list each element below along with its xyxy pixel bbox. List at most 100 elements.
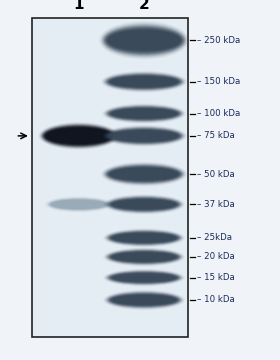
Text: 1: 1 [74,0,84,12]
Ellipse shape [111,273,177,282]
Ellipse shape [43,126,115,146]
Ellipse shape [107,292,181,308]
Ellipse shape [117,80,171,84]
Ellipse shape [112,295,176,305]
Ellipse shape [109,251,179,263]
Ellipse shape [110,76,178,87]
Ellipse shape [107,129,181,143]
Ellipse shape [107,196,181,212]
Ellipse shape [108,197,180,212]
Ellipse shape [108,129,180,143]
Ellipse shape [108,231,180,244]
Ellipse shape [106,292,182,309]
Ellipse shape [107,271,181,285]
Ellipse shape [51,200,107,209]
Ellipse shape [58,203,100,206]
Ellipse shape [42,125,115,147]
Ellipse shape [109,272,179,283]
Ellipse shape [104,73,184,91]
Ellipse shape [106,230,182,246]
Ellipse shape [104,163,185,185]
Ellipse shape [118,112,170,115]
Ellipse shape [109,167,179,181]
Ellipse shape [103,25,185,55]
Ellipse shape [106,196,182,213]
Ellipse shape [108,30,180,50]
Ellipse shape [108,197,180,212]
Ellipse shape [109,107,179,120]
Ellipse shape [112,295,176,305]
Ellipse shape [48,198,110,211]
Ellipse shape [104,72,185,91]
Ellipse shape [49,198,109,210]
Ellipse shape [117,172,171,176]
Ellipse shape [105,105,183,122]
Ellipse shape [111,131,178,141]
Ellipse shape [111,273,178,283]
Ellipse shape [104,164,184,184]
Text: – 50 kDa: – 50 kDa [197,170,234,179]
Ellipse shape [107,166,181,182]
Ellipse shape [44,126,114,145]
Ellipse shape [111,109,177,118]
Ellipse shape [54,134,104,138]
Ellipse shape [107,166,182,183]
Ellipse shape [112,199,176,210]
Ellipse shape [112,233,176,243]
Ellipse shape [50,199,107,209]
Ellipse shape [111,77,178,87]
Ellipse shape [105,27,183,54]
Text: – 15 kDa: – 15 kDa [197,273,234,282]
Ellipse shape [108,293,180,307]
Ellipse shape [107,197,181,212]
Ellipse shape [109,31,179,49]
Ellipse shape [104,26,184,54]
Ellipse shape [107,230,181,246]
Ellipse shape [109,107,179,120]
Ellipse shape [106,230,183,246]
Ellipse shape [119,203,170,206]
Ellipse shape [50,199,108,210]
Ellipse shape [106,28,183,53]
Text: – 150 kDa: – 150 kDa [197,77,240,86]
Ellipse shape [49,199,109,210]
Ellipse shape [106,270,183,285]
Ellipse shape [102,24,186,57]
Ellipse shape [105,127,183,144]
Ellipse shape [108,167,180,181]
Ellipse shape [105,195,183,213]
Ellipse shape [109,130,179,142]
Ellipse shape [110,294,178,306]
Ellipse shape [106,28,182,52]
Ellipse shape [107,292,181,308]
Ellipse shape [104,26,185,55]
Ellipse shape [110,273,178,283]
Ellipse shape [117,134,171,138]
Ellipse shape [47,129,111,143]
Ellipse shape [45,127,113,144]
Ellipse shape [111,233,177,243]
Ellipse shape [108,271,180,284]
Ellipse shape [111,294,178,306]
Ellipse shape [107,230,181,245]
Ellipse shape [104,126,185,145]
Ellipse shape [48,198,109,211]
Ellipse shape [111,252,178,262]
Ellipse shape [107,128,182,144]
Ellipse shape [107,74,182,89]
Ellipse shape [108,107,181,121]
Ellipse shape [107,29,181,52]
Ellipse shape [50,199,108,210]
Ellipse shape [106,106,182,121]
Ellipse shape [102,24,186,56]
Ellipse shape [112,252,176,262]
Ellipse shape [110,251,178,263]
Ellipse shape [108,75,180,88]
Ellipse shape [110,168,178,180]
Ellipse shape [103,163,185,185]
Ellipse shape [109,130,179,142]
Ellipse shape [46,197,111,212]
Text: – 20 kDa: – 20 kDa [197,252,234,261]
Ellipse shape [116,37,172,44]
Ellipse shape [105,165,183,184]
